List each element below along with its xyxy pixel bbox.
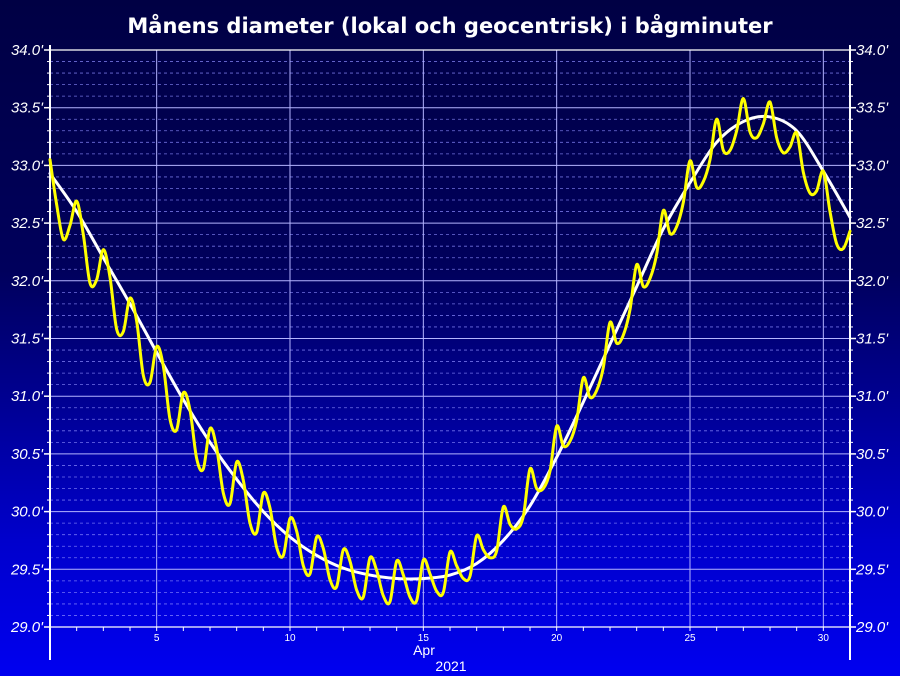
y-tick-label-right: 33.0': [856, 157, 889, 174]
x-tick-label: 15: [418, 633, 430, 644]
y-tick-labels-left: 29.0' 29.5' 30.0' 30.5' 31.0' 31.5' 32.0' 32.5'…: [10, 42, 44, 636]
y-tick-label-left: 32.5': [11, 215, 44, 232]
y-tick-label-right: 33.5': [856, 100, 889, 117]
y-tick-label-right: 29.0': [855, 619, 889, 636]
y-tick-label-left: 29.0': [10, 619, 44, 636]
y-tick-label-left: 30.0': [11, 504, 44, 521]
x-axis-year-label: 2021: [435, 658, 466, 674]
minor-grid: [50, 61, 850, 616]
x-tick-label: 30: [818, 633, 830, 644]
y-tick-label-right: 31.5': [856, 331, 889, 348]
series-lines: [48, 96, 852, 606]
x-axis-month-label: Apr: [413, 642, 435, 658]
y-tick-label-left: 33.5': [11, 100, 44, 117]
y-tick-label-left: 31.0': [11, 388, 44, 405]
y-tick-label-right: 30.5': [856, 446, 889, 463]
x-tick-label: 20: [551, 633, 563, 644]
y-tick-label-left: 34.0': [11, 42, 44, 59]
y-tick-label-left: 31.5': [11, 331, 44, 348]
y-tick-label-right: 29.5': [855, 561, 889, 578]
y-tick-label-right: 32.5': [856, 215, 889, 232]
geocentric-diameter-line: [48, 114, 852, 581]
local-diameter-line: [48, 96, 852, 606]
y-tick-label-right: 31.0': [856, 388, 889, 405]
y-tick-label-left: 32.0': [11, 273, 44, 290]
y-tick-label-left: 30.5': [11, 446, 44, 463]
chart-title: Månens diameter (lokal och geocentrisk) …: [127, 13, 773, 38]
y-tick-label-left: 29.5': [10, 561, 44, 578]
y-tick-label-right: 30.0': [856, 504, 889, 521]
y-tick-label-left: 33.0': [11, 157, 44, 174]
x-tick-labels: 5 10 15 20 25 30: [154, 633, 829, 644]
x-tick-label: 10: [284, 633, 296, 644]
y-tick-labels-right: 29.0' 29.5' 30.0' 30.5' 31.0' 31.5' 32.0' 32.5'…: [855, 42, 889, 636]
x-tick-label: 25: [684, 633, 696, 644]
y-tick-label-right: 34.0': [856, 42, 889, 59]
x-tick-label: 5: [154, 633, 160, 644]
axes: [44, 45, 856, 660]
major-grid: [50, 49, 850, 628]
y-tick-label-right: 32.0': [856, 273, 889, 290]
